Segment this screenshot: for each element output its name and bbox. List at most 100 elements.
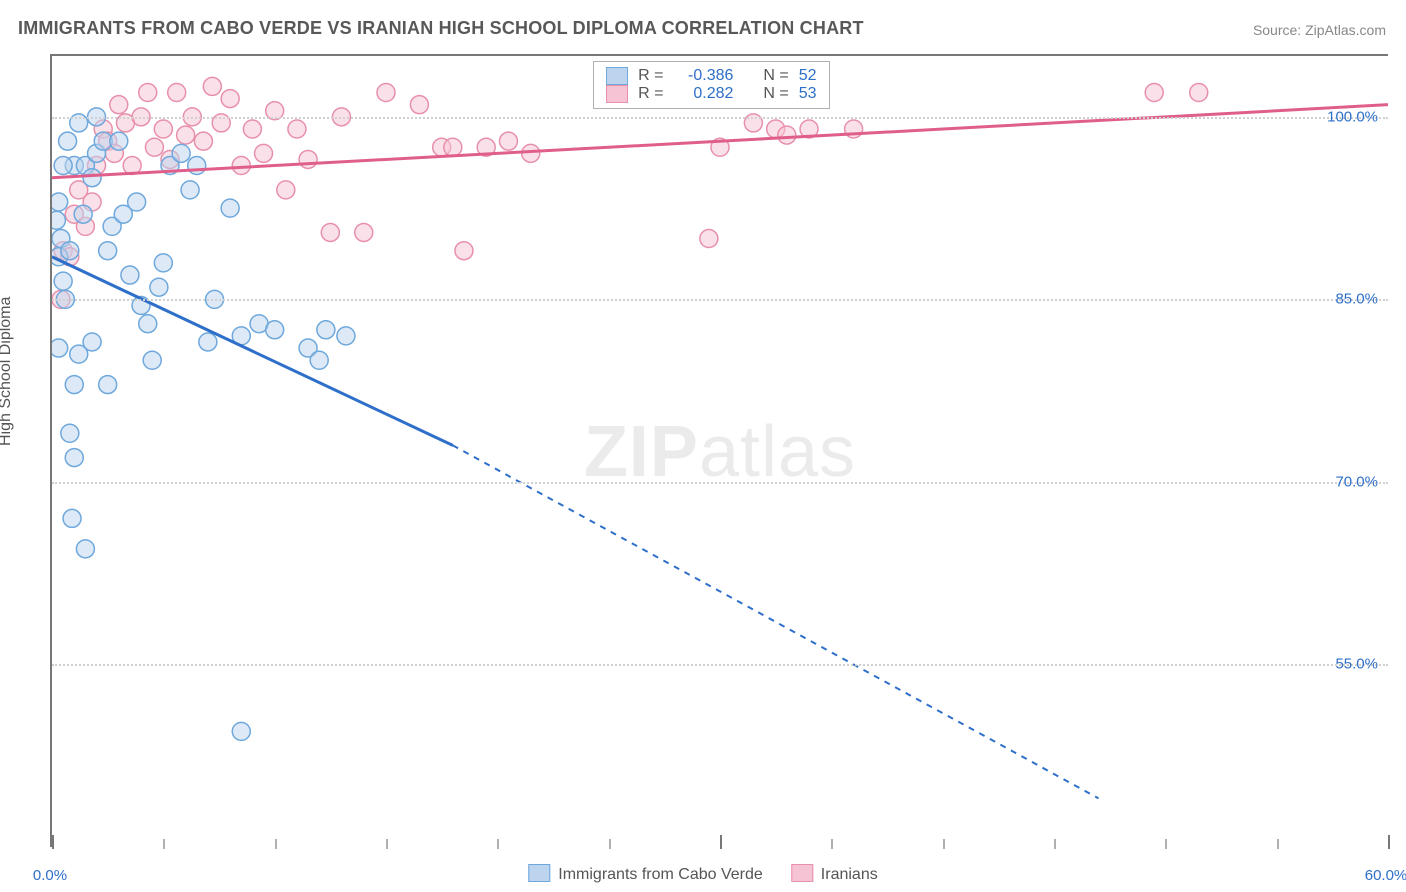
y-axis-label: High School Diploma	[0, 297, 15, 446]
scatter-point-pink	[243, 120, 261, 138]
scatter-point-blue	[188, 157, 206, 175]
scatter-point-blue	[232, 722, 250, 740]
y-tick-label: 85.0%	[1335, 291, 1378, 308]
legend-bottom: Immigrants from Cabo Verde Iranians	[528, 864, 877, 884]
scatter-point-blue	[337, 327, 355, 345]
scatter-point-pink	[177, 126, 195, 144]
scatter-point-pink	[700, 230, 718, 248]
scatter-point-blue	[114, 205, 132, 223]
y-tick-label: 100.0%	[1327, 108, 1378, 125]
scatter-point-blue	[150, 278, 168, 296]
chart-svg	[52, 56, 1388, 847]
scatter-point-pink	[355, 223, 373, 241]
scatter-point-pink	[410, 96, 428, 114]
stats-n-value: 52	[799, 67, 817, 85]
x-tick	[275, 839, 277, 849]
scatter-point-pink	[154, 120, 172, 138]
legend-swatch-blue	[528, 864, 550, 882]
scatter-point-pink	[277, 181, 295, 199]
scatter-point-blue	[76, 540, 94, 558]
scatter-point-pink	[299, 150, 317, 168]
gridline	[52, 117, 1388, 119]
x-tick	[609, 839, 611, 849]
scatter-point-blue	[181, 181, 199, 199]
legend-item-blue: Immigrants from Cabo Verde	[528, 864, 763, 884]
stats-legend-box: R =-0.386N =52R =0.282N =53	[593, 61, 829, 109]
scatter-point-blue	[54, 157, 72, 175]
scatter-point-blue	[99, 376, 117, 394]
scatter-point-blue	[59, 132, 77, 150]
scatter-point-blue	[99, 242, 117, 260]
x-tick	[720, 835, 722, 849]
scatter-point-blue	[143, 351, 161, 369]
x-tick-label: 0.0%	[33, 867, 67, 884]
scatter-point-blue	[52, 339, 68, 357]
scatter-point-pink	[168, 84, 186, 102]
scatter-point-pink	[194, 132, 212, 150]
y-tick-label: 55.0%	[1335, 656, 1378, 673]
scatter-point-blue	[121, 266, 139, 284]
x-tick	[497, 839, 499, 849]
trend-line	[52, 105, 1388, 178]
scatter-point-blue	[65, 449, 83, 467]
gridline	[52, 664, 1388, 666]
legend-label: Iranians	[821, 866, 878, 883]
x-tick	[386, 839, 388, 849]
scatter-point-blue	[221, 199, 239, 217]
scatter-point-pink	[1190, 84, 1208, 102]
x-tick-label: 60.0%	[1365, 867, 1406, 884]
scatter-point-blue	[83, 169, 101, 187]
scatter-point-blue	[61, 242, 79, 260]
legend-item-pink: Iranians	[791, 864, 878, 884]
x-tick	[52, 835, 54, 849]
legend-swatch-pink	[791, 864, 813, 882]
trend-line	[453, 445, 1099, 798]
trend-line	[52, 257, 453, 446]
source-link[interactable]: ZipAtlas.com	[1305, 22, 1386, 38]
stats-n-value: 53	[799, 85, 817, 103]
stats-n-label: N =	[763, 67, 788, 85]
x-tick	[1054, 839, 1056, 849]
stats-n-label: N =	[763, 85, 788, 103]
scatter-point-blue	[172, 144, 190, 162]
x-tick	[943, 839, 945, 849]
scatter-point-blue	[110, 132, 128, 150]
scatter-point-blue	[54, 272, 72, 290]
scatter-point-pink	[110, 96, 128, 114]
scatter-point-pink	[499, 132, 517, 150]
source-label: Source:	[1253, 22, 1301, 38]
scatter-point-blue	[199, 333, 217, 351]
chart-title: IMMIGRANTS FROM CABO VERDE VS IRANIAN HI…	[18, 18, 864, 39]
scatter-point-blue	[63, 509, 81, 527]
scatter-point-pink	[1145, 84, 1163, 102]
stats-r-label: R =	[638, 67, 663, 85]
y-tick-label: 70.0%	[1335, 473, 1378, 490]
scatter-point-blue	[65, 376, 83, 394]
stats-r-label: R =	[638, 85, 663, 103]
scatter-point-pink	[778, 126, 796, 144]
stats-r-value: 0.282	[673, 85, 733, 103]
scatter-point-blue	[61, 424, 79, 442]
plot-area: ZIPatlas R =-0.386N =52R =0.282N =53 55.…	[50, 54, 1388, 847]
scatter-point-pink	[221, 90, 239, 108]
legend-swatch-blue	[606, 67, 628, 85]
legend-label: Immigrants from Cabo Verde	[558, 866, 763, 883]
x-tick	[1388, 835, 1390, 849]
stats-row-blue: R =-0.386N =52	[606, 67, 816, 85]
scatter-point-pink	[444, 138, 462, 156]
x-tick	[1277, 839, 1279, 849]
x-tick	[1165, 839, 1167, 849]
scatter-point-pink	[321, 223, 339, 241]
scatter-point-pink	[139, 84, 157, 102]
scatter-point-blue	[317, 321, 335, 339]
scatter-point-pink	[203, 77, 221, 95]
source-credit: Source: ZipAtlas.com	[1253, 22, 1386, 38]
legend-swatch-pink	[606, 85, 628, 103]
scatter-point-blue	[52, 193, 68, 211]
scatter-point-pink	[455, 242, 473, 260]
gridline	[52, 299, 1388, 301]
scatter-point-blue	[52, 211, 65, 229]
scatter-point-blue	[139, 315, 157, 333]
gridline	[52, 482, 1388, 484]
scatter-point-blue	[266, 321, 284, 339]
